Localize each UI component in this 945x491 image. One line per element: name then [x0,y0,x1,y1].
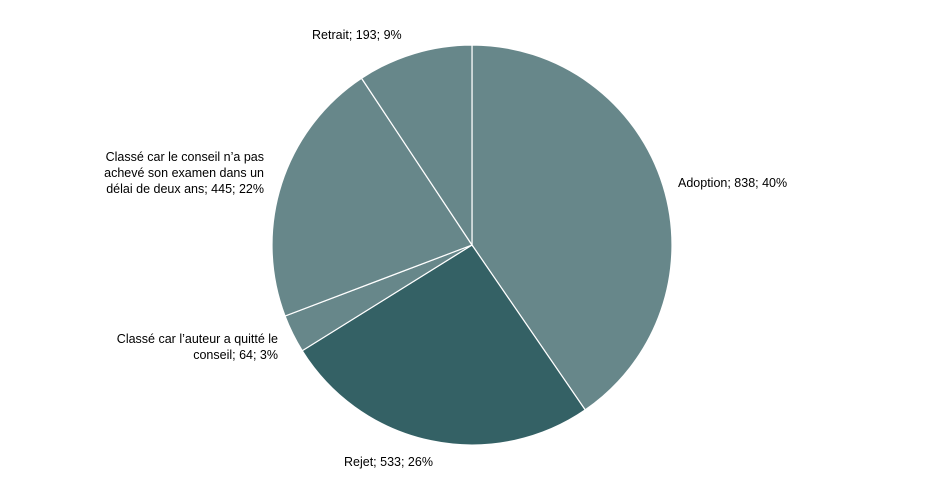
slice-retrait [360,44,473,247]
slice-delai-deux-ans [271,77,473,317]
slice-label-adoption: Adoption; 838; 40% [678,176,788,190]
slice-label-retrait: Retrait; 193; 9% [312,28,402,42]
slice-rejet [301,244,587,446]
slice-adoption [471,44,673,411]
pie-slices [271,44,673,446]
slice-label-auteur-quitte: Classé car l’auteur a quitté le conseil;… [116,332,278,362]
slice-label-delai-deux-ans: Classé car le conseil n’a pas achevé son… [104,150,264,196]
slice-label-rejet: Rejet; 533; 26% [344,455,433,469]
